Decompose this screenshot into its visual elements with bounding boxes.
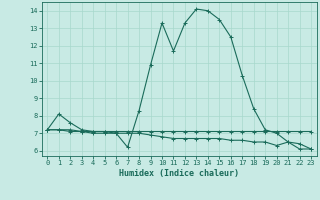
X-axis label: Humidex (Indice chaleur): Humidex (Indice chaleur): [119, 169, 239, 178]
